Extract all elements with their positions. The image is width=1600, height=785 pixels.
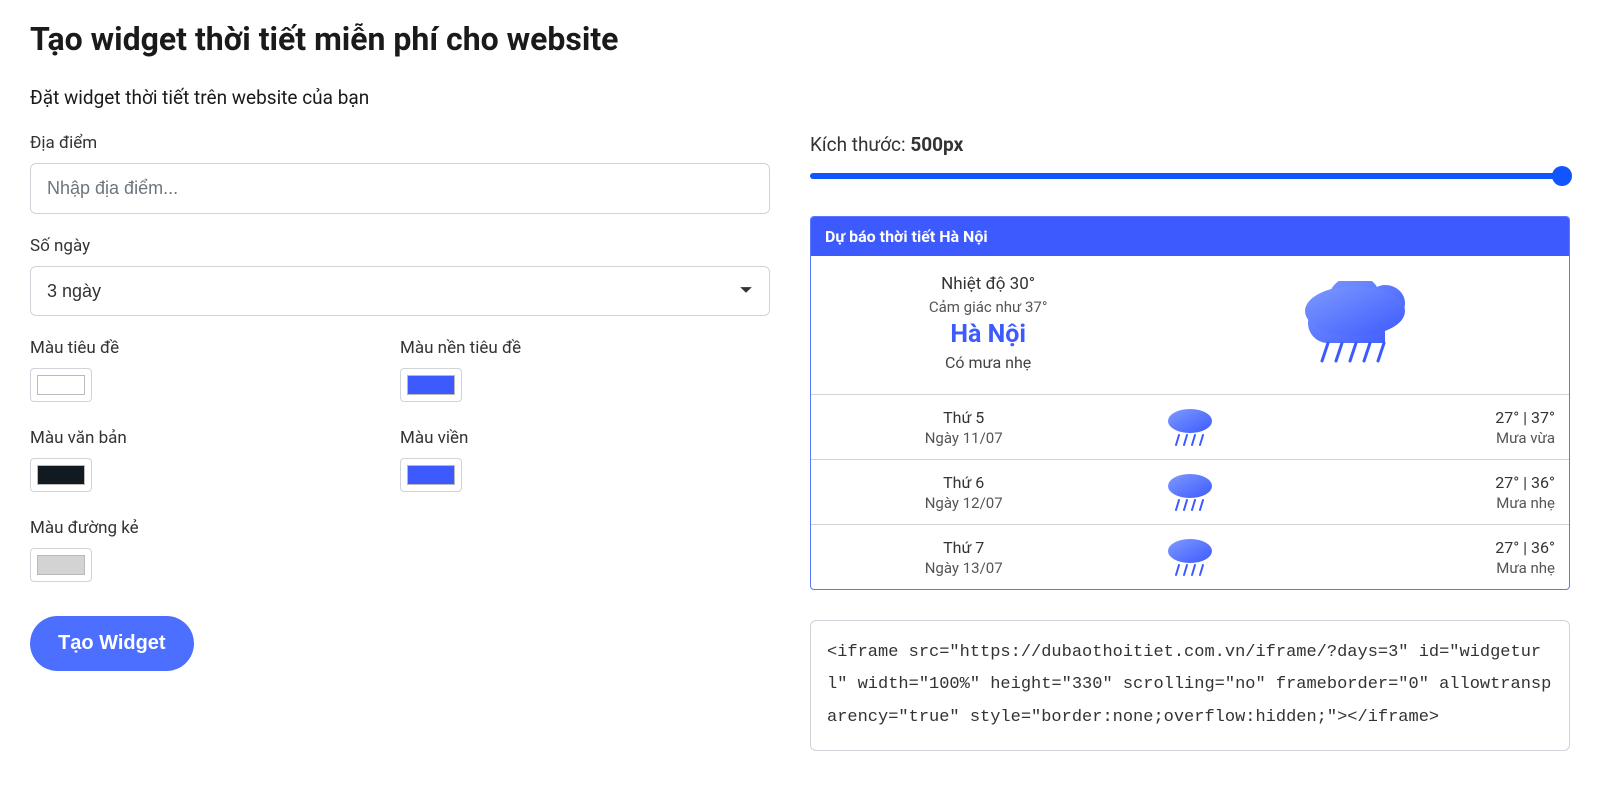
forecast-date: Ngày 13/07 xyxy=(825,559,1102,577)
title-color-picker[interactable] xyxy=(30,368,92,402)
forecast-temps: 27° | 37° xyxy=(1278,408,1555,427)
size-label: Kích thước: 500px xyxy=(810,133,1570,156)
page-subtitle: Đặt widget thời tiết trên website của bạ… xyxy=(30,86,1570,109)
border-color-label: Màu viền xyxy=(400,428,770,448)
forecast-condition: Mưa nhẹ xyxy=(1278,559,1555,577)
forecast-icon-wrap xyxy=(1102,472,1277,512)
forecast-icon-wrap xyxy=(1102,537,1277,577)
title-color-swatch xyxy=(37,375,85,395)
forecast-date: Ngày 12/07 xyxy=(825,494,1102,512)
forecast-row: Thứ 5 Ngày 11/07 27° | 37° Mưa vừa xyxy=(811,395,1569,460)
title-color-label: Màu tiêu đề xyxy=(30,338,400,358)
forecast-row: Thứ 7 Ngày 13/07 27° | 36° Mưa nhẹ xyxy=(811,525,1569,589)
line-color-picker[interactable] xyxy=(30,548,92,582)
forecast-condition: Mưa nhẹ xyxy=(1278,494,1555,512)
text-color-picker[interactable] xyxy=(30,458,92,492)
forecast-dow: Thứ 6 xyxy=(825,473,1102,492)
border-color-swatch xyxy=(407,465,455,485)
slider-track xyxy=(810,173,1570,179)
forecast-list: Thứ 5 Ngày 11/07 27° | 37° Mưa vừa Thứ 6 Ngày… xyxy=(811,395,1569,589)
line-color-swatch xyxy=(37,555,85,575)
forecast-condition: Mưa vừa xyxy=(1278,429,1555,447)
forecast-dow: Thứ 5 xyxy=(825,408,1102,427)
widget-header: Dự báo thời tiết Hà Nội xyxy=(811,217,1569,256)
slider-thumb[interactable] xyxy=(1552,166,1572,186)
rain-icon xyxy=(1165,407,1215,447)
current-feels: Cảm giác như 37° xyxy=(823,298,1153,316)
form-panel: Địa điểm Số ngày 3 ngày Màu tiêu đề Màu … xyxy=(30,133,770,751)
location-label: Địa điểm xyxy=(30,133,770,153)
create-widget-button[interactable]: Tạo Widget xyxy=(30,616,194,671)
forecast-temps: 27° | 36° xyxy=(1278,538,1555,557)
title-bg-swatch xyxy=(407,375,455,395)
widget-current: Nhiệt độ 30° Cảm giác như 37° Hà Nội Có … xyxy=(811,256,1569,395)
title-bg-picker[interactable] xyxy=(400,368,462,402)
rain-icon xyxy=(1300,281,1410,366)
forecast-temps: 27° | 36° xyxy=(1278,473,1555,492)
current-condition: Có mưa nhẹ xyxy=(823,353,1153,372)
preview-panel: Kích thước: 500px Dự báo thời tiết Hà Nộ… xyxy=(810,133,1570,751)
current-icon-wrap xyxy=(1153,281,1557,366)
days-label: Số ngày xyxy=(30,236,770,256)
location-input[interactable] xyxy=(30,163,770,214)
rain-icon xyxy=(1165,537,1215,577)
page-title: Tạo widget thời tiết miễn phí cho websit… xyxy=(30,20,1570,58)
border-color-picker[interactable] xyxy=(400,458,462,492)
rain-icon xyxy=(1165,472,1215,512)
main-container: Địa điểm Số ngày 3 ngày Màu tiêu đề Màu … xyxy=(30,133,1570,751)
forecast-icon-wrap xyxy=(1102,407,1277,447)
size-slider[interactable] xyxy=(810,166,1570,186)
text-color-label: Màu văn bản xyxy=(30,428,400,448)
weather-widget-preview: Dự báo thời tiết Hà Nội Nhiệt độ 30° Cảm… xyxy=(810,216,1570,590)
forecast-row: Thứ 6 Ngày 12/07 27° | 36° Mưa nhẹ xyxy=(811,460,1569,525)
current-city: Hà Nội xyxy=(823,320,1153,349)
embed-code[interactable]: <iframe src="https://dubaothoitiet.com.v… xyxy=(810,620,1570,751)
forecast-date: Ngày 11/07 xyxy=(825,429,1102,447)
text-color-swatch xyxy=(37,465,85,485)
title-bg-label: Màu nền tiêu đề xyxy=(400,338,770,358)
current-temp: Nhiệt độ 30° xyxy=(823,274,1153,294)
days-select[interactable]: 3 ngày xyxy=(30,266,770,316)
line-color-label: Màu đường kẻ xyxy=(30,518,770,538)
forecast-dow: Thứ 7 xyxy=(825,538,1102,557)
